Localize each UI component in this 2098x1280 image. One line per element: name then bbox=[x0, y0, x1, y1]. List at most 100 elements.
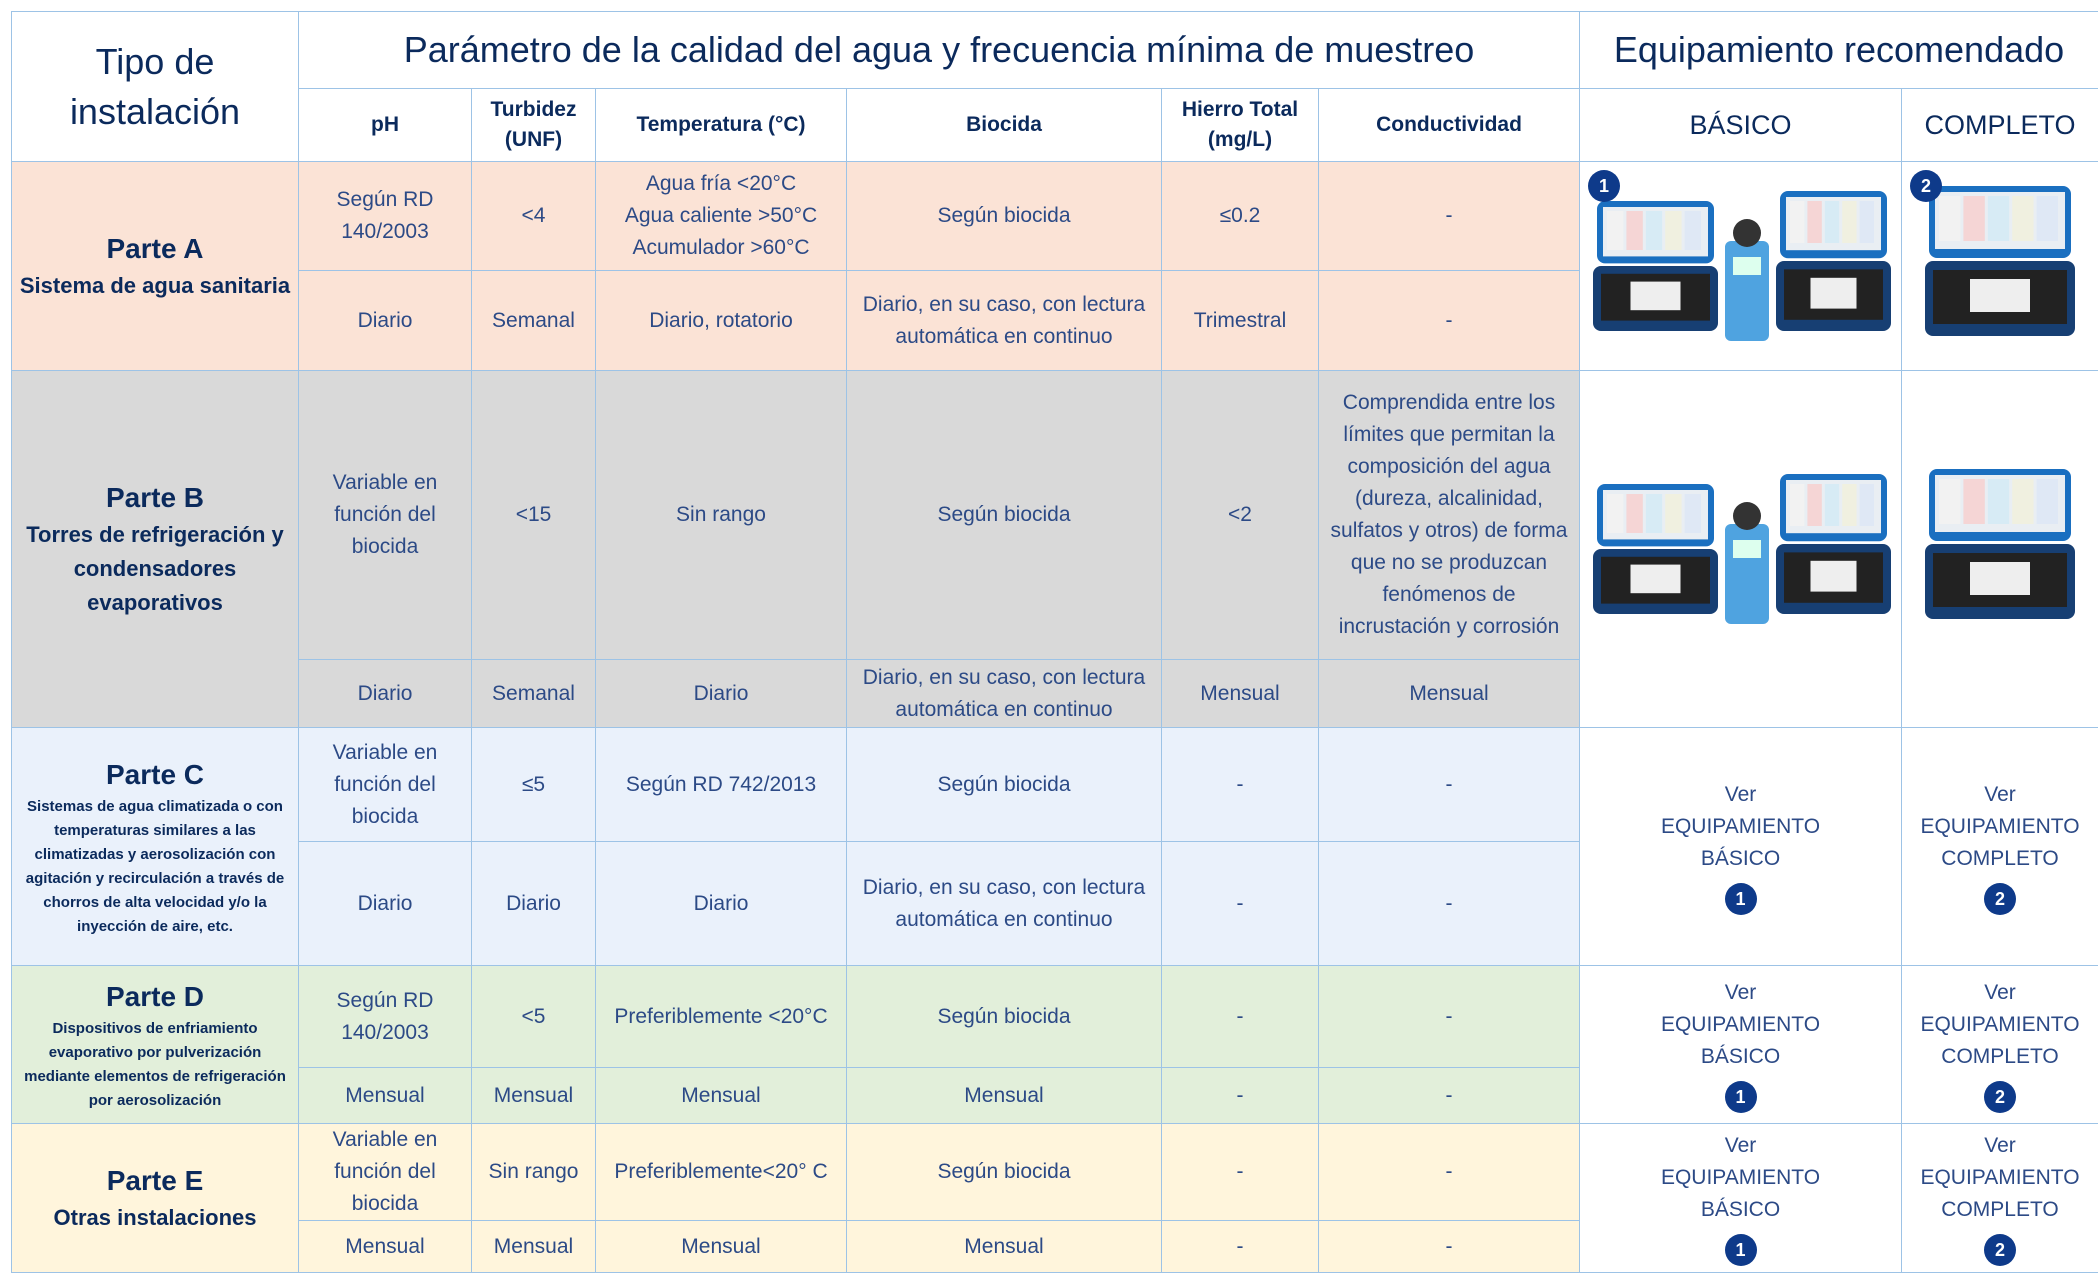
link-text: BÁSICO bbox=[1700, 1198, 1781, 1221]
value-text: - bbox=[1236, 1004, 1244, 1028]
part-cell: Parte C Sistemas de agua climatizada o co… bbox=[11, 727, 299, 966]
equipment-image bbox=[1925, 186, 2076, 336]
value-text: Mensual bbox=[681, 1234, 761, 1258]
column-text: BÁSICO bbox=[1689, 110, 1792, 140]
equipment-cell: Ver EQUIPAMIENTO BÁSICO 1 bbox=[1579, 1123, 1903, 1273]
value-cell: Mensual bbox=[298, 1220, 472, 1273]
value-text: Trimestral bbox=[1193, 308, 1287, 332]
value-text: <5 bbox=[521, 1004, 546, 1028]
equipment-link[interactable]: Ver EQUIPAMIENTO BÁSICO bbox=[1586, 779, 1895, 875]
value-text: Mensual bbox=[964, 1083, 1044, 1107]
value-cell: Trimestral bbox=[1161, 270, 1319, 371]
equipment-image bbox=[1925, 469, 2076, 619]
header-row: Tipo de instalación Parámetro de la calid… bbox=[11, 11, 2098, 162]
value-text: - bbox=[1236, 1083, 1244, 1107]
part-name: Parte C bbox=[105, 758, 205, 790]
equipment-link[interactable]: Ver EQUIPAMIENTO COMPLETO bbox=[1908, 779, 2092, 875]
equipment-cell: Ver EQUIPAMIENTO COMPLETO 2 bbox=[1901, 1123, 2098, 1273]
value-cell: Semanal bbox=[471, 270, 596, 371]
value-text: - bbox=[1445, 1083, 1453, 1107]
equipment-cell: Ver EQUIPAMIENTO BÁSICO 1 bbox=[1579, 727, 1903, 966]
link-text: EQUIPAMIENTO bbox=[1920, 814, 2080, 838]
link-text: EQUIPAMIENTO bbox=[1920, 1166, 2080, 1189]
value-text: Diario bbox=[357, 891, 413, 915]
part-description: Otras instalaciones bbox=[53, 1205, 257, 1230]
badge: 1 bbox=[1724, 1080, 1757, 1113]
value-text: ≤5 bbox=[521, 772, 546, 796]
value-cell: ≤5 bbox=[471, 727, 596, 842]
value-cell: - bbox=[1317, 270, 1581, 371]
value-cell: - bbox=[1317, 1123, 1581, 1221]
equipment-cell: 2 bbox=[1901, 161, 2098, 371]
value-text: Preferiblemente <20°C bbox=[614, 1004, 828, 1028]
value-cell: <5 bbox=[471, 965, 596, 1068]
link-text: EQUIPAMIENTO bbox=[1660, 814, 1821, 838]
link-text: COMPLETO bbox=[1941, 846, 2059, 870]
value-cell: Mensual bbox=[595, 1067, 847, 1124]
equipment-cell: Ver EQUIPAMIENTO COMPLETO 2 bbox=[1901, 727, 2098, 966]
part-cell: Parte D Dispositivos de enfriamiento evap… bbox=[11, 965, 299, 1124]
value-text: Sin rango bbox=[676, 503, 766, 526]
link-text: Ver bbox=[1724, 980, 1757, 1004]
part-name: Parte D bbox=[105, 980, 205, 1012]
value-text: Mensual bbox=[681, 1083, 761, 1107]
value-text: - bbox=[1445, 308, 1453, 332]
value-cell: Diario, en su caso, con lectura automáti… bbox=[846, 659, 1162, 728]
part-name: Parte A bbox=[106, 233, 204, 264]
value-text: - bbox=[1236, 891, 1244, 915]
value-text: Comprendida entre los límites que permit… bbox=[1330, 391, 1568, 638]
value-cell: - bbox=[1317, 841, 1581, 966]
equipment-link[interactable]: Ver EQUIPAMIENTO COMPLETO bbox=[1908, 1130, 2092, 1226]
value-text: Semanal bbox=[492, 681, 575, 705]
value-text: Sin rango bbox=[488, 1160, 579, 1183]
column-text: Turbidez (UNF) bbox=[490, 98, 577, 151]
link-text: Ver bbox=[1984, 980, 2016, 1004]
link-text: COMPLETO bbox=[1941, 1198, 2059, 1221]
data-row: Parte B Torres de refrigeración y condens… bbox=[11, 370, 2098, 728]
value-cell: Según RD 742/2013 bbox=[595, 727, 847, 842]
value-text: - bbox=[1236, 1234, 1244, 1258]
column-text: Biocida bbox=[966, 113, 1042, 136]
value-text: - bbox=[1445, 1160, 1453, 1183]
link-text: EQUIPAMIENTO bbox=[1660, 1012, 1821, 1036]
part-cell: Parte E Otras instalaciones bbox=[11, 1123, 299, 1273]
value-text: Según biocida bbox=[937, 1004, 1071, 1028]
value-text: Según biocida bbox=[937, 503, 1071, 526]
column-text: Hierro Total (mg/L) bbox=[1181, 98, 1299, 151]
value-text: <2 bbox=[1228, 503, 1252, 526]
value-cell: Preferiblemente <20°C bbox=[595, 965, 847, 1068]
value-cell: Mensual bbox=[846, 1220, 1162, 1273]
value-cell: Mensual bbox=[1161, 659, 1319, 728]
badge: 1 bbox=[1588, 170, 1621, 202]
value-cell: Diario bbox=[595, 659, 847, 728]
equipment-link[interactable]: Ver EQUIPAMIENTO COMPLETO bbox=[1908, 977, 2092, 1073]
value-text: Diario bbox=[357, 308, 413, 332]
value-text: Agua caliente >50°C bbox=[624, 204, 818, 227]
value-text: Variable en función del biocida bbox=[332, 471, 438, 558]
data-row: Parte E Otras instalaciones Variable en fu… bbox=[11, 1123, 2098, 1273]
badge-wrap: 1 bbox=[1586, 882, 1895, 915]
value-text: - bbox=[1236, 772, 1244, 796]
value-text: - bbox=[1445, 204, 1453, 227]
value-cell: Agua fría <20°C Agua caliente >50°C Acumul… bbox=[595, 161, 847, 271]
value-cell: - bbox=[1317, 727, 1581, 842]
header-text: Equipamiento recomendado bbox=[1613, 29, 2065, 70]
badge-wrap: 1 bbox=[1586, 1234, 1895, 1266]
value-text: Según biocida bbox=[937, 204, 1071, 227]
badge: 2 bbox=[1984, 882, 2017, 915]
value-text: Mensual bbox=[345, 1083, 425, 1107]
value-text: Según RD 140/2003 bbox=[336, 188, 434, 243]
header-cell: Equipamiento recomendado bbox=[1579, 11, 2098, 89]
value-text: Mensual bbox=[1409, 681, 1489, 705]
value-text: Diario, en su caso, con lectura automáti… bbox=[862, 875, 1146, 931]
data-row: Parte A Sistema de agua sanitaria Según RD… bbox=[11, 161, 2098, 371]
value-cell: Sin rango bbox=[595, 370, 847, 660]
equipment-cell: Ver EQUIPAMIENTO COMPLETO 2 bbox=[1901, 965, 2098, 1124]
part-description: Dispositivos de enfriamiento evaporativo… bbox=[24, 1019, 286, 1109]
equipment-link[interactable]: Ver EQUIPAMIENTO BÁSICO bbox=[1586, 1130, 1895, 1226]
value-cell: - bbox=[1161, 727, 1319, 842]
value-text: Diario, rotatorio bbox=[649, 308, 793, 332]
equipment-link[interactable]: Ver EQUIPAMIENTO BÁSICO bbox=[1586, 977, 1895, 1073]
equipment-image bbox=[1592, 474, 1891, 624]
value-cell: - bbox=[1317, 161, 1581, 271]
